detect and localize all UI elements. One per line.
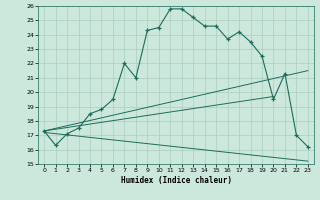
X-axis label: Humidex (Indice chaleur): Humidex (Indice chaleur) <box>121 176 231 185</box>
